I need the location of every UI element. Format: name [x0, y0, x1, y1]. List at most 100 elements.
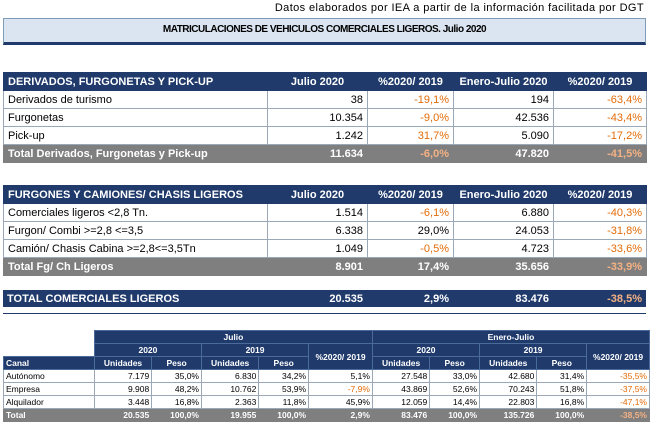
cell-pct: -17,2% — [553, 126, 647, 145]
blank-cell — [3, 343, 95, 357]
total-comerciales-table: TOTAL COMERCIALES LIGEROS 20.535 2,9% 83… — [3, 290, 646, 307]
table-row: Camión/ Chasis Cabina >=2,8<=3,5Tn 1.049… — [3, 239, 647, 258]
pct-header: %2020/ 2019 — [308, 343, 373, 370]
total-cell: 19.955 — [200, 408, 260, 422]
row-label: Alquilador — [3, 395, 95, 409]
canal-year-row: 2020 2019 %2020/ 2019 2020 2019 %2020/ 2… — [3, 343, 650, 370]
header-month: Julio 2020 — [267, 185, 368, 204]
total-cell: 135.726 — [479, 408, 538, 422]
cell-pct: -7,9% — [308, 382, 373, 396]
grand-total-label: TOTAL COMERCIALES LIGEROS — [3, 290, 267, 307]
total-value: 47.820 — [453, 144, 554, 163]
total-label: Total — [3, 408, 95, 422]
cell-pct: -0,5% — [367, 239, 454, 258]
total-pct: -6,0% — [367, 144, 454, 163]
table-row: Derivados de turismo 38 -19,1% 194 -63,4… — [3, 90, 647, 109]
cell-value: 10.354 — [267, 108, 368, 127]
derivados-header-row: DERIVADOS, FURGONETAS Y PICK-UP Julio 20… — [3, 72, 647, 91]
cell-pct: -9,0% — [367, 108, 454, 127]
col-header-canal: Canal — [3, 356, 95, 370]
pct-header: %2020/ 2019 — [586, 343, 650, 370]
cell: 27.548 — [371, 369, 431, 383]
cell-pct: -40,3% — [553, 203, 647, 222]
cell: 6.830 — [200, 369, 260, 383]
cell-pct: -37,5% — [586, 382, 650, 396]
period-julio: Julio — [93, 330, 373, 344]
grand-total-pct: 2,9% — [367, 290, 453, 307]
cell-pct: 5,1% — [308, 369, 373, 383]
cell-value: 1.049 — [267, 239, 368, 258]
cell: 43.869 — [371, 382, 431, 396]
cell: 31,4% — [536, 369, 588, 383]
total-cell: 83.476 — [371, 408, 431, 422]
row-label: Empresa — [3, 382, 95, 396]
total-cell: 100,0% — [536, 408, 588, 422]
cell-value: 5.090 — [453, 126, 554, 145]
total-label: Total Fg/ Ch Ligeros — [3, 257, 268, 276]
canal-table: Julio Enero-Julio 2020 2019 %2020/ 2019 … — [3, 330, 650, 422]
cell-pct: 29,0% — [367, 221, 454, 240]
cell-pct: -43,4% — [553, 108, 647, 127]
cell-value: 6.880 — [453, 203, 554, 222]
col-header: Peso — [258, 356, 310, 370]
cell: 53,9% — [258, 382, 310, 396]
total-value: 35.656 — [453, 257, 554, 276]
table-row: Furgon/ Combi >=2,8 <=3,5 6.338 29,0% 24… — [3, 221, 647, 240]
header-pct: %2020/ 2019 — [367, 72, 454, 91]
row-label: Pick-up — [3, 126, 268, 145]
cell: 7.179 — [93, 369, 153, 383]
cell: 12.059 — [371, 395, 431, 409]
total-row: Total Fg/ Ch Ligeros 8.901 17,4% 35.656 … — [3, 257, 647, 276]
header-pct-ytd: %2020/ 2019 — [553, 185, 647, 204]
canal-period-row: Julio Enero-Julio — [3, 330, 650, 344]
table-row: Pick-up 1.242 31,7% 5.090 -17,2% — [3, 126, 647, 145]
col-header: Unidades — [93, 356, 153, 370]
total-cell: 100,0% — [151, 408, 202, 422]
report-title: MATRICULACIONES DE VEHICULOS COMERCIALES… — [3, 18, 646, 45]
total-value: 8.901 — [267, 257, 368, 276]
cell-pct: -31,8% — [553, 221, 647, 240]
cell: 10.762 — [200, 382, 260, 396]
cell-pct: -6,1% — [367, 203, 454, 222]
cell-pct: 45,9% — [308, 395, 373, 409]
cell-value: 38 — [267, 90, 368, 109]
cell-value: 24.053 — [453, 221, 554, 240]
header-ytd: Enero-Julio 2020 — [453, 72, 554, 91]
cell-value: 4.723 — [453, 239, 554, 258]
cell: 22.803 — [479, 395, 538, 409]
col-header: Unidades — [200, 356, 260, 370]
total-row: Total Derivados, Furgonetas y Pick-up 11… — [3, 144, 647, 163]
total-pct: -33,9% — [553, 257, 647, 276]
total-label: Total Derivados, Furgonetas y Pick-up — [3, 144, 268, 163]
cell-value: 6.338 — [267, 221, 368, 240]
total-pct: -38,5% — [586, 408, 650, 422]
col-header: Peso — [536, 356, 588, 370]
total-value: 11.634 — [267, 144, 368, 163]
cell-value: 42.536 — [453, 108, 554, 127]
cell: 2.363 — [200, 395, 260, 409]
cell: 48,2% — [151, 382, 202, 396]
total-cell: 100,0% — [429, 408, 481, 422]
cell: 35,0% — [151, 369, 202, 383]
header-ytd: Enero-Julio 2020 — [453, 185, 554, 204]
year-header: 2019 — [479, 343, 588, 357]
cell: 34,2% — [258, 369, 310, 383]
derivados-header-label: DERIVADOS, FURGONETAS Y PICK-UP — [3, 72, 268, 91]
row-label: Comerciales ligeros <2,8 Tn. — [3, 203, 268, 222]
col-header: Peso — [151, 356, 202, 370]
header-pct: %2020/ 2019 — [367, 185, 454, 204]
cell-value: 1.514 — [267, 203, 368, 222]
period-enero-julio: Enero-Julio — [371, 330, 650, 344]
cell: 16,8% — [151, 395, 202, 409]
cell: 51,8% — [536, 382, 588, 396]
total-pct: 17,4% — [367, 257, 454, 276]
cell-pct: -47,1% — [586, 395, 650, 409]
table-row: Empresa 9.908 48,2% 10.762 53,9% -7,9% 4… — [3, 382, 650, 396]
year-header: 2020 — [93, 343, 202, 357]
source-note: Datos elaborados por IEA a partir de la … — [274, 2, 644, 14]
header-pct-ytd: %2020/ 2019 — [553, 72, 647, 91]
col-header: Peso — [429, 356, 481, 370]
grand-total-row: TOTAL COMERCIALES LIGEROS 20.535 2,9% 83… — [3, 290, 646, 307]
col-header: Unidades — [371, 356, 431, 370]
cell: 11,8% — [258, 395, 310, 409]
